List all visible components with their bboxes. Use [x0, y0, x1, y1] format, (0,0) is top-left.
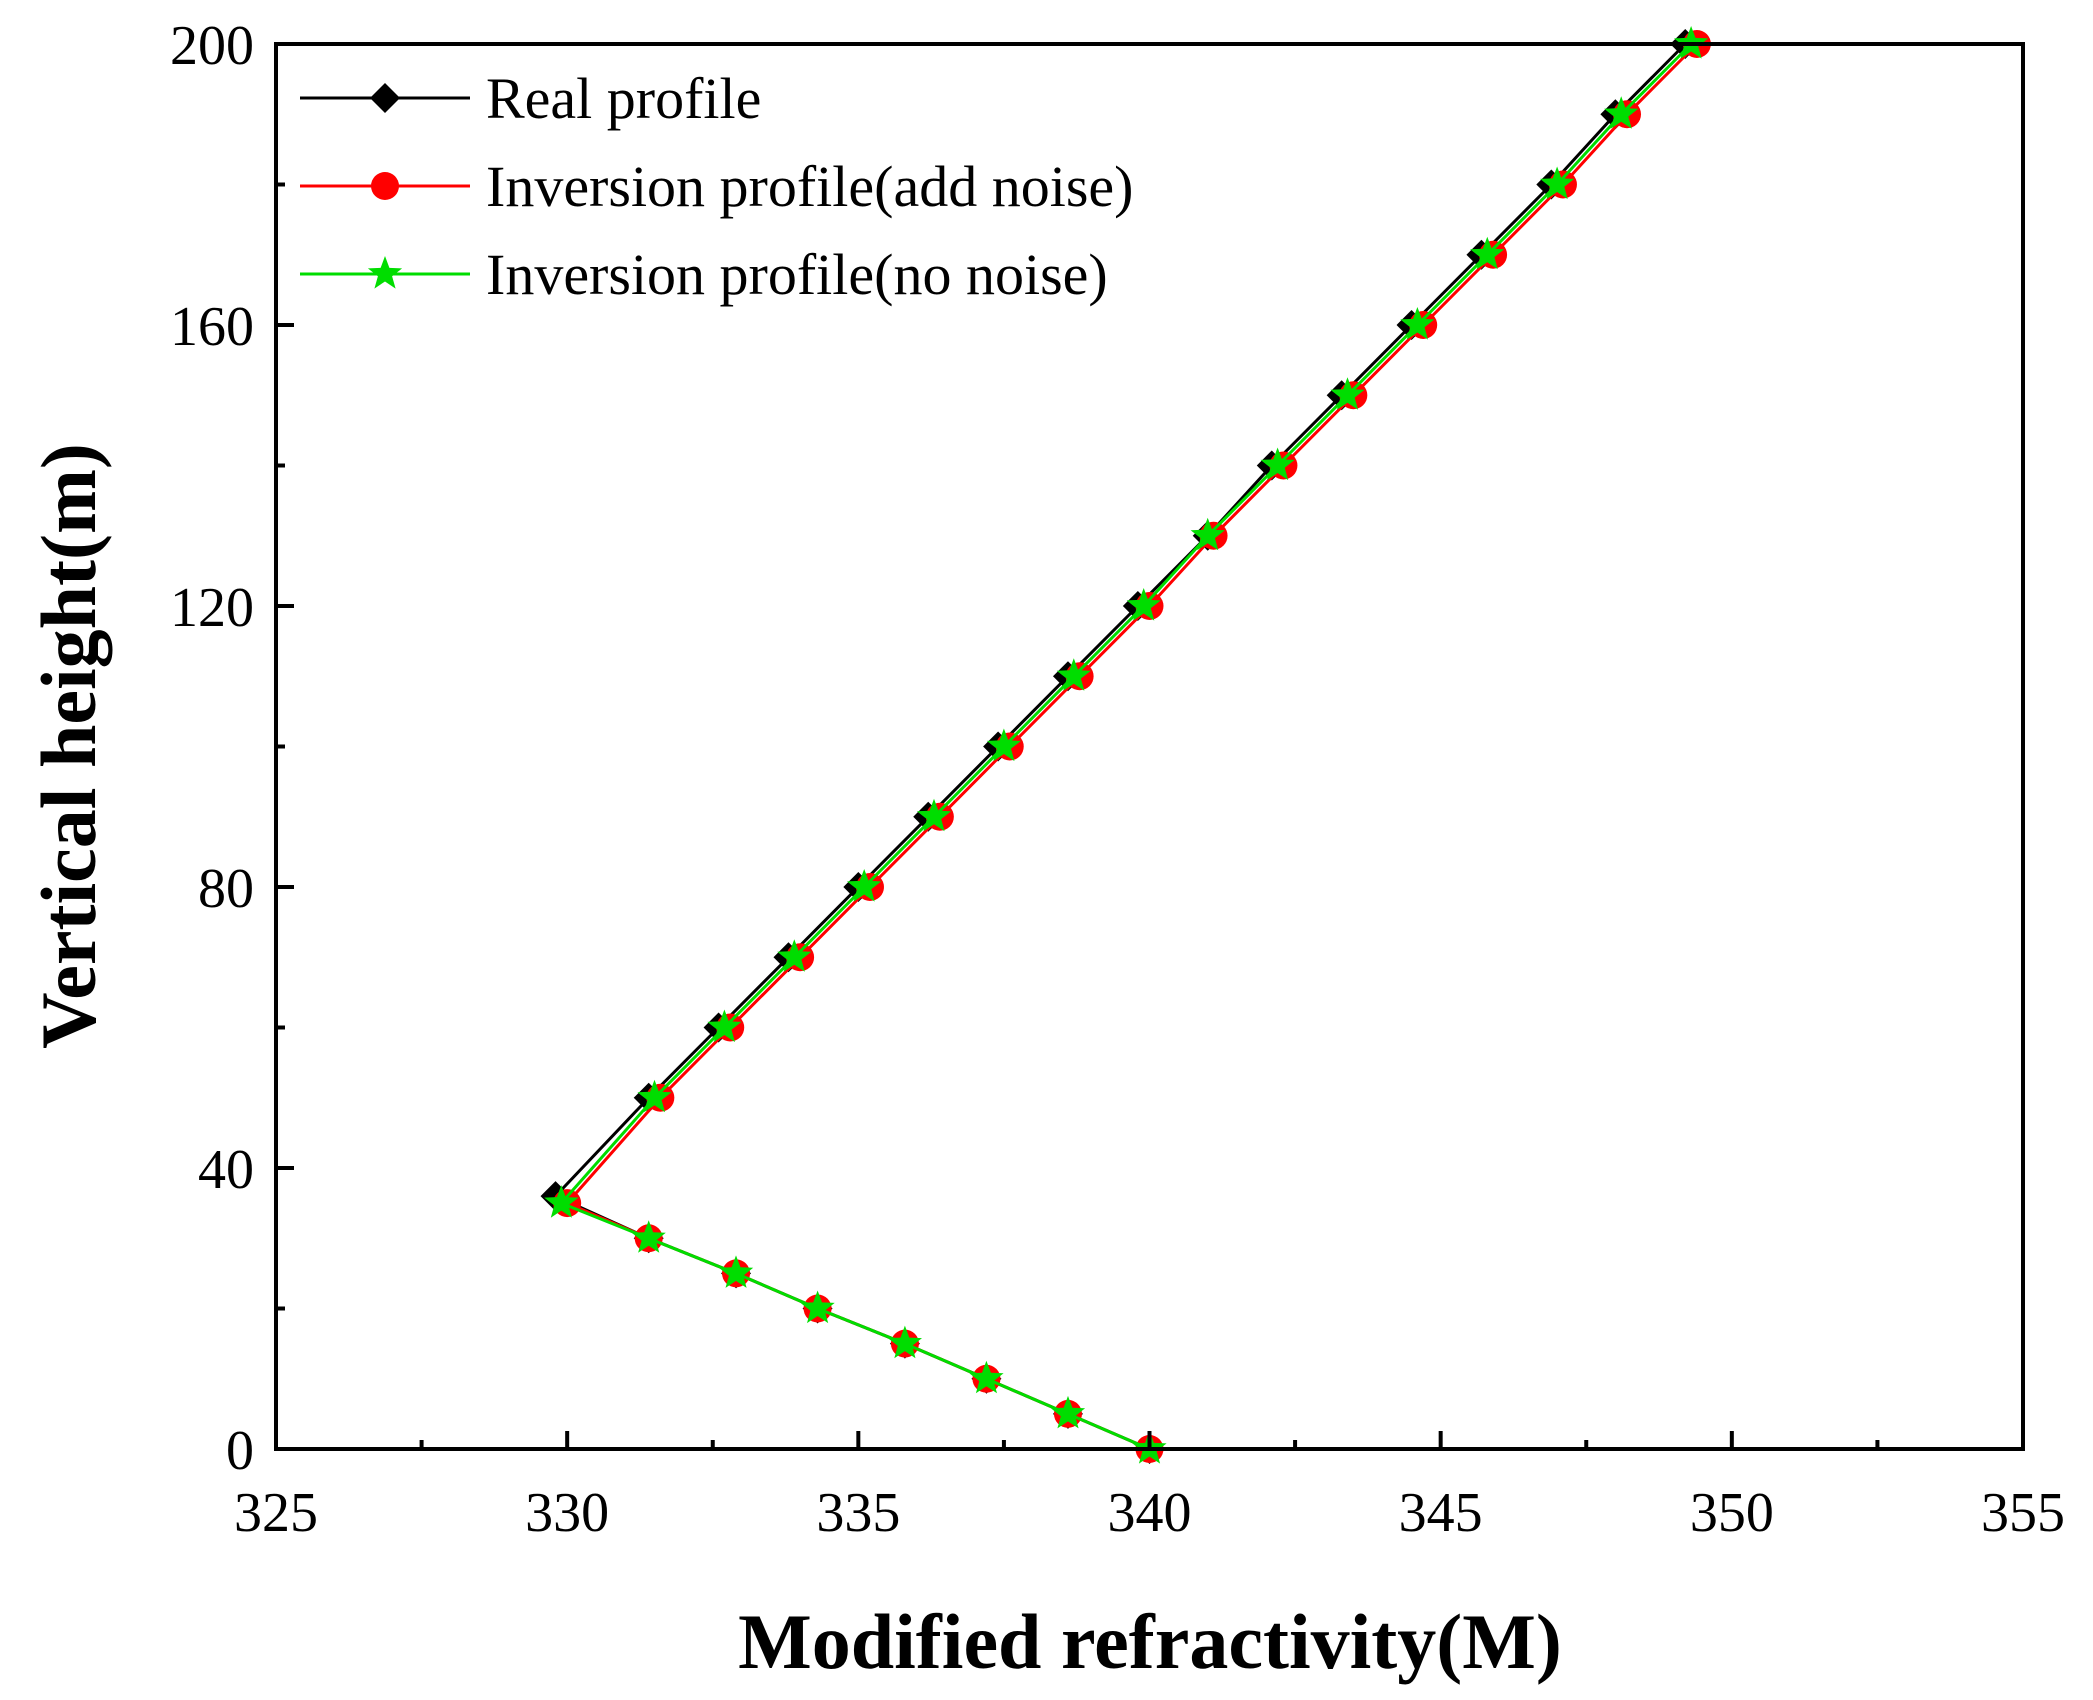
data-point [986, 728, 1021, 762]
legend-item: Inversion profile(add noise) [300, 154, 1133, 219]
y-tick-label: 40 [198, 1139, 254, 1201]
x-tick-label: 330 [525, 1482, 609, 1544]
data-point [800, 1290, 835, 1324]
x-tick-label: 345 [1399, 1482, 1483, 1544]
data-point [1260, 447, 1295, 481]
data-point [1540, 166, 1575, 200]
legend-label: Real profile [486, 66, 761, 131]
data-point [1056, 658, 1091, 691]
legend-label: Inversion profile(no noise) [486, 242, 1108, 307]
x-tick-label: 350 [1690, 1482, 1774, 1544]
x-tick-label: 355 [1981, 1482, 2065, 1544]
data-point [916, 798, 952, 832]
legend: Real profile Inversion profile(add noise)… [300, 66, 1133, 307]
data-point [777, 939, 812, 972]
x-axis-title: Modified refractivity(M) [738, 1598, 1562, 1685]
legend-item: Inversion profile(no noise) [300, 242, 1108, 307]
data-point [969, 1360, 1004, 1394]
data-point [544, 1185, 579, 1218]
data-point [637, 1079, 672, 1113]
x-tick-label: 340 [1108, 1482, 1192, 1544]
data-point [887, 1325, 922, 1359]
data-point [1126, 588, 1161, 621]
data-point [1604, 96, 1639, 129]
y-tick-label: 120 [170, 577, 254, 639]
y-tick-label: 200 [170, 15, 254, 77]
plot-frame [274, 42, 2025, 1451]
y-tick-label: 0 [226, 1420, 254, 1482]
legend-marker [367, 256, 403, 289]
data-point [707, 1009, 742, 1043]
x-tick-label: 325 [234, 1482, 318, 1544]
x-tick-label: 335 [816, 1482, 900, 1544]
y-tick-label: 80 [198, 858, 254, 920]
data-point [631, 1220, 666, 1253]
data-point [1330, 377, 1365, 410]
y-axis-title: Vertical height(m) [25, 443, 112, 1049]
data-point [1050, 1395, 1086, 1429]
series-3 [544, 26, 1709, 1464]
series-line [558, 42, 1693, 1451]
legend-marker [371, 172, 399, 200]
data-point [1400, 307, 1435, 340]
legend-marker [370, 83, 400, 113]
data-point [1470, 236, 1505, 270]
data-point [1190, 517, 1225, 551]
data-point [847, 869, 882, 902]
legend-label: Inversion profile(add noise) [486, 154, 1133, 219]
y-tick-label: 160 [170, 296, 254, 358]
legend-item: Real profile [300, 66, 761, 131]
data-point [718, 1255, 754, 1288]
